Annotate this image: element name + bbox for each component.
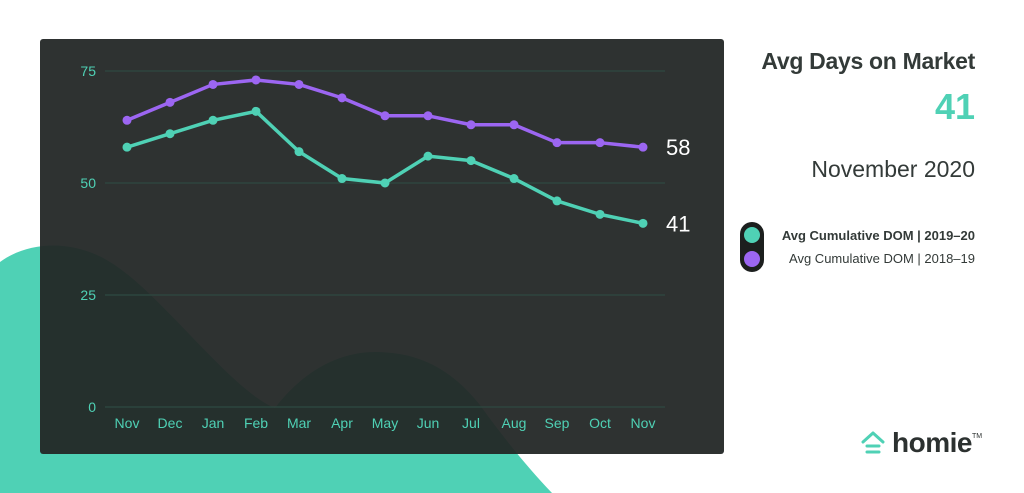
x-tick-label: Feb (244, 415, 268, 431)
legend-item-2018-19: Avg Cumulative DOM | 2018–19 (789, 251, 975, 266)
end-value-label: 58 (666, 135, 690, 160)
x-tick-label: Sep (545, 415, 570, 431)
data-point (208, 115, 218, 125)
legend-dot-2018-19 (744, 251, 760, 267)
data-point (423, 151, 433, 161)
data-point (423, 111, 433, 121)
x-tick-label: Aug (502, 415, 527, 431)
data-point (595, 138, 605, 148)
x-tick-label: Oct (589, 415, 611, 431)
x-axis-ticks: Nov Dec Jan Feb Mar Apr May Jun Jul Aug Sep Oct Nov (115, 415, 656, 431)
data-point (294, 147, 304, 157)
logo-trademark: TM (971, 433, 983, 440)
logo-wordmark: homie (892, 427, 972, 458)
house-icon (861, 431, 885, 454)
x-tick-label: Nov (631, 415, 656, 431)
data-point (638, 218, 648, 228)
series-2018-19: 58 (122, 75, 690, 160)
x-tick-label: Jan (202, 415, 225, 431)
x-tick-label: Apr (331, 415, 353, 431)
x-tick-label: Nov (115, 415, 140, 431)
y-axis-ticks: 0 25 50 75 (80, 63, 96, 415)
x-tick-label: Mar (287, 415, 311, 431)
data-point (638, 142, 648, 152)
data-point (337, 174, 347, 184)
data-point (380, 111, 390, 121)
summary-title: Avg Days on Market (761, 48, 975, 74)
end-value-label: 41 (666, 211, 690, 236)
series-layer: 41 58 (122, 75, 690, 236)
data-point (466, 156, 476, 166)
homie-logo: homie TM (860, 427, 982, 459)
legend-pill (740, 222, 764, 272)
data-point (380, 178, 390, 188)
x-tick-label: Jun (417, 415, 440, 431)
summary-period: November 2020 (811, 156, 975, 182)
series-line (125, 109, 645, 226)
data-point (122, 142, 132, 152)
data-point (595, 209, 605, 219)
x-tick-label: Jul (462, 415, 480, 431)
data-point (165, 97, 175, 107)
grid-lines (105, 70, 665, 408)
x-tick-label: Dec (158, 415, 183, 431)
y-tick-label: 50 (80, 175, 96, 191)
y-tick-label: 75 (80, 63, 96, 79)
data-point (552, 138, 562, 148)
legend-dot-2019-20 (744, 227, 760, 243)
data-point (552, 196, 562, 206)
data-point (208, 79, 218, 89)
data-point (466, 120, 476, 130)
data-point (294, 79, 304, 89)
data-point (251, 106, 261, 116)
data-point (251, 75, 261, 85)
summary-value: 41 (934, 86, 975, 127)
data-point (509, 120, 519, 130)
data-point (337, 93, 347, 103)
data-point (165, 129, 175, 139)
data-point (509, 174, 519, 184)
legend-item-2019-20: Avg Cumulative DOM | 2019–20 (781, 228, 975, 243)
x-tick-label: May (372, 415, 398, 431)
y-tick-label: 25 (80, 287, 96, 303)
y-tick-label: 0 (88, 399, 96, 415)
series-2019-20: 41 (122, 106, 690, 236)
data-point (122, 115, 132, 125)
